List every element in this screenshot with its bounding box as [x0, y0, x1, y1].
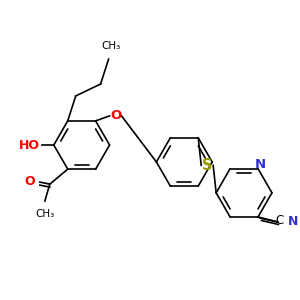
Text: O: O [24, 175, 35, 188]
Text: CH₃: CH₃ [35, 209, 55, 219]
Text: N: N [254, 158, 266, 171]
Text: N: N [288, 215, 298, 229]
Text: HO: HO [19, 139, 40, 152]
Text: CH₃: CH₃ [101, 41, 120, 51]
Text: C: C [276, 214, 284, 227]
Text: O: O [110, 110, 121, 122]
Text: S: S [202, 158, 212, 173]
